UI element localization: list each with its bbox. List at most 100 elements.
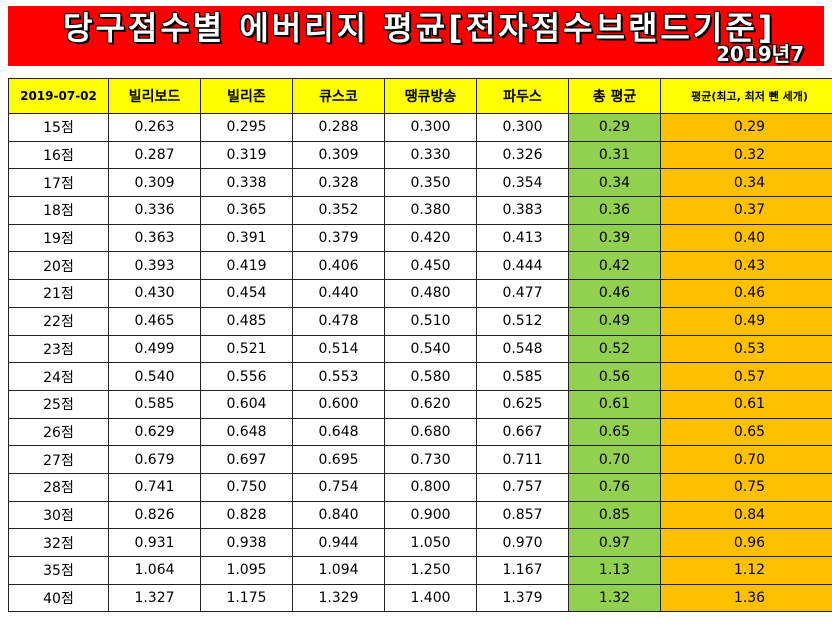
trimmed-average-cell: 1.12 [660, 556, 832, 585]
average-value-cell: 0.711 [476, 445, 569, 474]
score-cell: 40점 [8, 583, 109, 613]
average-value-cell: 0.750 [200, 472, 293, 502]
average-value-cell: 0.840 [292, 500, 385, 530]
total-average-cell: 0.46 [568, 279, 661, 308]
average-value-cell: 0.604 [200, 389, 293, 419]
average-value-cell: 0.288 [292, 113, 385, 142]
average-value-cell: 0.757 [476, 472, 569, 502]
score-cell: 18점 [8, 196, 109, 225]
average-value-cell: 0.620 [384, 389, 477, 419]
average-value-cell: 0.263 [108, 113, 201, 142]
average-value-cell: 0.287 [108, 140, 201, 170]
table-row: 20점 0.393 0.419 0.406 0.450 0.444 0.42 0.43 [8, 251, 832, 281]
trimmed-average-cell: 1.36 [660, 583, 832, 613]
average-value-cell: 0.430 [108, 279, 201, 308]
average-table: 2019-07-02 빌리보드 빌리존 큐스코 땡큐방송 파두스 총 평균 평균… [8, 78, 832, 613]
average-value-cell: 1.250 [384, 556, 477, 585]
average-value-cell: 0.944 [292, 528, 385, 557]
total-average-cell: 0.97 [568, 528, 661, 557]
average-value-cell: 0.326 [476, 140, 569, 170]
column-header-billiboard: 빌리보드 [108, 78, 201, 114]
table-row: 26점 0.629 0.648 0.648 0.680 0.667 0.65 0.65 [8, 417, 832, 447]
average-value-cell: 0.363 [108, 223, 201, 253]
average-value-cell: 0.826 [108, 500, 201, 530]
table-row: 27점 0.679 0.697 0.695 0.730 0.711 0.70 0.70 [8, 445, 832, 474]
average-value-cell: 0.379 [292, 223, 385, 253]
average-value-cell: 0.485 [200, 306, 293, 336]
average-value-cell: 0.309 [108, 168, 201, 198]
trimmed-average-cell: 0.49 [660, 306, 832, 336]
score-cell: 30점 [8, 500, 109, 530]
average-value-cell: 0.300 [384, 113, 477, 142]
average-value-cell: 0.300 [476, 113, 569, 142]
trimmed-average-cell: 0.53 [660, 334, 832, 364]
average-value-cell: 0.512 [476, 306, 569, 336]
trimmed-average-cell: 0.61 [660, 389, 832, 419]
column-header-cuesco: 큐스코 [292, 78, 385, 114]
trimmed-average-cell: 0.29 [660, 113, 832, 142]
page-subtitle: 2019년7 [716, 42, 804, 66]
table-header-row: 2019-07-02 빌리보드 빌리존 큐스코 땡큐방송 파두스 총 평균 평균… [8, 78, 832, 114]
average-value-cell: 0.648 [292, 417, 385, 447]
average-value-cell: 0.477 [476, 279, 569, 308]
total-average-cell: 0.31 [568, 140, 661, 170]
average-value-cell: 0.697 [200, 445, 293, 474]
average-value-cell: 0.754 [292, 472, 385, 502]
trimmed-average-cell: 0.96 [660, 528, 832, 557]
table-row: 32점 0.931 0.938 0.944 1.050 0.970 0.97 0.96 [8, 528, 832, 557]
column-header-billizone: 빌리존 [200, 78, 293, 114]
average-value-cell: 0.800 [384, 472, 477, 502]
score-cell: 26점 [8, 417, 109, 447]
table-row: 17점 0.309 0.338 0.328 0.350 0.354 0.34 0.34 [8, 168, 832, 198]
table-row: 35점 1.064 1.095 1.094 1.250 1.167 1.13 1.12 [8, 556, 832, 585]
average-value-cell: 0.970 [476, 528, 569, 557]
trimmed-average-cell: 0.43 [660, 251, 832, 281]
average-value-cell: 0.938 [200, 528, 293, 557]
page-title: 당구점수별 에버리지 평균[전자점수브랜드기준] [63, 9, 776, 47]
table-row: 40점 1.327 1.175 1.329 1.400 1.379 1.32 1.36 [8, 583, 832, 613]
average-value-cell: 0.444 [476, 251, 569, 281]
average-value-cell: 0.521 [200, 334, 293, 364]
average-value-cell: 1.329 [292, 583, 385, 613]
average-value-cell: 0.454 [200, 279, 293, 308]
average-value-cell: 0.931 [108, 528, 201, 557]
average-value-cell: 0.383 [476, 196, 569, 225]
score-cell: 35점 [8, 556, 109, 585]
average-value-cell: 0.330 [384, 140, 477, 170]
score-cell: 17점 [8, 168, 109, 198]
average-value-cell: 0.514 [292, 334, 385, 364]
table-row: 23점 0.499 0.521 0.514 0.540 0.548 0.52 0.53 [8, 334, 832, 364]
average-value-cell: 0.629 [108, 417, 201, 447]
average-value-cell: 1.327 [108, 583, 201, 613]
total-average-cell: 0.70 [568, 445, 661, 474]
average-value-cell: 0.680 [384, 417, 477, 447]
average-value-cell: 0.828 [200, 500, 293, 530]
average-value-cell: 0.580 [384, 362, 477, 391]
average-value-cell: 1.400 [384, 583, 477, 613]
average-value-cell: 0.548 [476, 334, 569, 364]
trimmed-average-cell: 0.32 [660, 140, 832, 170]
table-row: 22점 0.465 0.485 0.478 0.510 0.512 0.49 0.49 [8, 306, 832, 336]
average-value-cell: 0.391 [200, 223, 293, 253]
total-average-cell: 1.32 [568, 583, 661, 613]
average-value-cell: 0.365 [200, 196, 293, 225]
average-value-cell: 0.556 [200, 362, 293, 391]
average-value-cell: 0.380 [384, 196, 477, 225]
table-row: 28점 0.741 0.750 0.754 0.800 0.757 0.76 0.75 [8, 472, 832, 502]
average-value-cell: 0.352 [292, 196, 385, 225]
average-value-cell: 0.319 [200, 140, 293, 170]
score-cell: 32점 [8, 528, 109, 557]
trimmed-average-cell: 0.46 [660, 279, 832, 308]
average-value-cell: 1.094 [292, 556, 385, 585]
total-average-cell: 1.13 [568, 556, 661, 585]
average-value-cell: 0.338 [200, 168, 293, 198]
table-row: 30점 0.826 0.828 0.840 0.900 0.857 0.85 0.84 [8, 500, 832, 530]
total-average-cell: 0.29 [568, 113, 661, 142]
total-average-cell: 0.65 [568, 417, 661, 447]
trimmed-average-cell: 0.57 [660, 362, 832, 391]
trimmed-average-cell: 0.37 [660, 196, 832, 225]
total-average-cell: 0.36 [568, 196, 661, 225]
score-cell: 19점 [8, 223, 109, 253]
average-value-cell: 1.175 [200, 583, 293, 613]
total-average-cell: 0.85 [568, 500, 661, 530]
